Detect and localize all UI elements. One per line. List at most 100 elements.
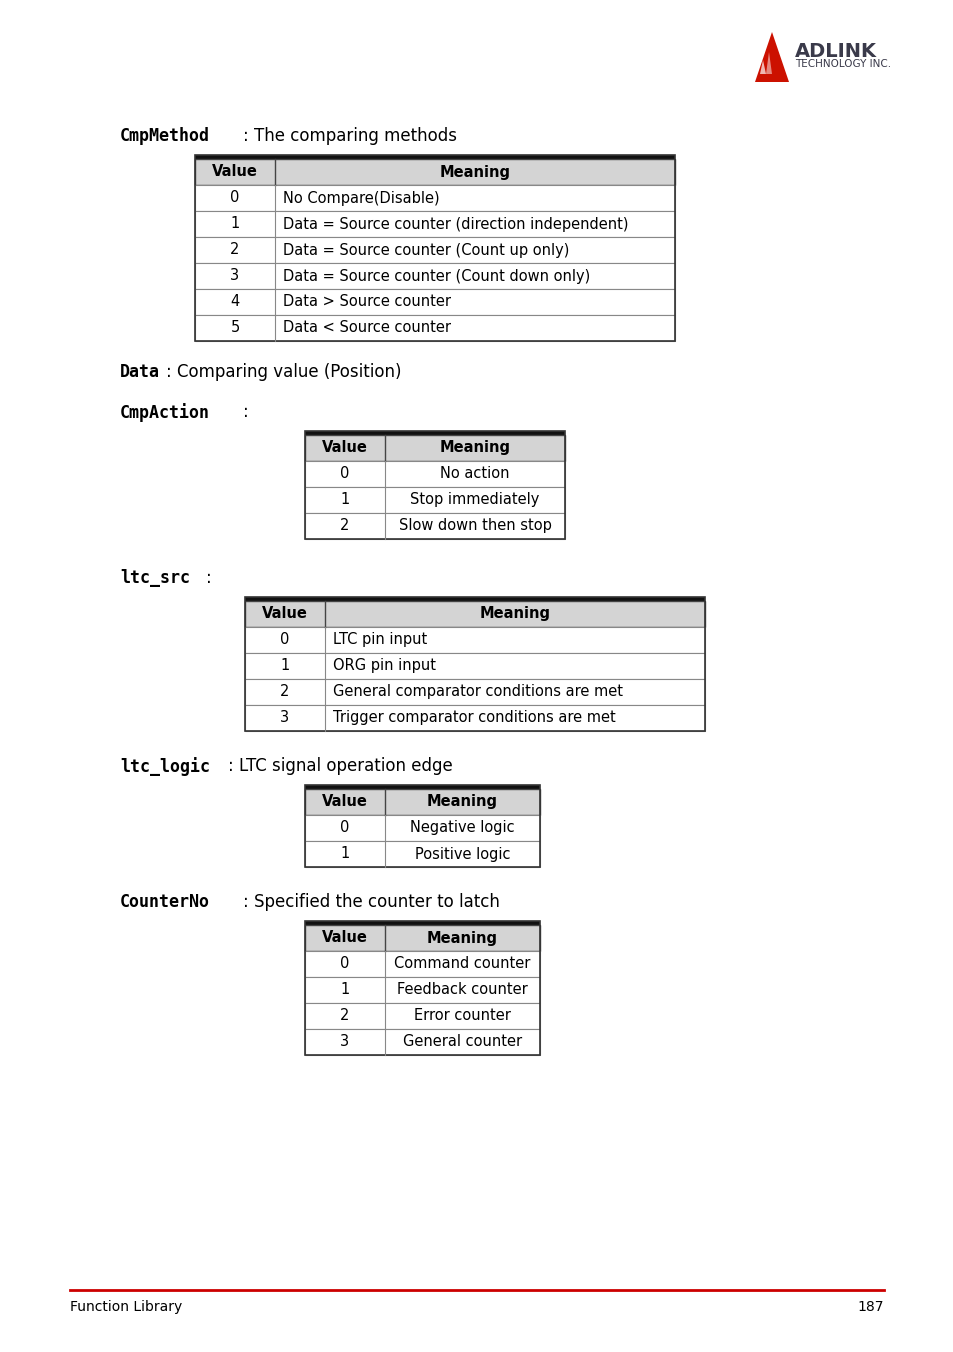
Text: CmpAction: CmpAction [120, 403, 210, 422]
Text: 187: 187 [857, 1301, 883, 1314]
Text: Value: Value [322, 795, 368, 810]
Bar [194, 264, 675, 289]
Text: Trigger comparator conditions are met: Trigger comparator conditions are met [333, 711, 615, 726]
Bar [305, 921, 539, 925]
Bar [305, 431, 564, 539]
Bar [305, 512, 564, 539]
Text: 3: 3 [280, 711, 290, 726]
Text: TECHNOLOGY INC.: TECHNOLOGY INC. [794, 59, 890, 69]
Text: CmpMethod: CmpMethod [120, 127, 210, 145]
Text: Meaning: Meaning [427, 930, 497, 945]
Text: Meaning: Meaning [439, 441, 510, 456]
Text: :: : [243, 403, 249, 420]
Bar [305, 487, 564, 512]
Text: Error counter: Error counter [414, 1009, 511, 1023]
Text: Data = Source counter (Count up only): Data = Source counter (Count up only) [283, 242, 569, 257]
Bar [194, 289, 675, 315]
Bar [245, 679, 704, 704]
Bar [305, 461, 564, 487]
Bar [245, 653, 704, 679]
Text: Value: Value [322, 441, 368, 456]
Bar [194, 160, 675, 185]
Text: No Compare(Disable): No Compare(Disable) [283, 191, 439, 206]
Bar [194, 211, 675, 237]
Text: Stop immediately: Stop immediately [410, 492, 539, 507]
Text: General comparator conditions are met: General comparator conditions are met [333, 684, 622, 699]
Text: 0: 0 [280, 633, 290, 648]
Bar [305, 512, 564, 539]
Bar [245, 679, 704, 704]
Text: : Specified the counter to latch: : Specified the counter to latch [243, 894, 499, 911]
Text: Command counter: Command counter [394, 956, 530, 972]
Text: Meaning: Meaning [427, 795, 497, 810]
Text: ORG pin input: ORG pin input [333, 658, 436, 673]
Text: 1: 1 [340, 983, 349, 998]
Text: : LTC signal operation edge: : LTC signal operation edge [228, 757, 453, 775]
Bar [245, 602, 704, 627]
Text: 2: 2 [340, 519, 350, 534]
Text: Slow down then stop: Slow down then stop [398, 519, 551, 534]
Text: 2: 2 [340, 1009, 350, 1023]
Bar [194, 185, 675, 211]
Text: ltc_logic: ltc_logic [120, 757, 210, 776]
Bar [305, 950, 539, 977]
Text: Value: Value [322, 930, 368, 945]
Bar [305, 1003, 539, 1029]
Polygon shape [765, 51, 771, 74]
Text: Data = Source counter (direction independent): Data = Source counter (direction indepen… [283, 216, 628, 231]
Text: 1: 1 [340, 846, 349, 861]
Text: 1: 1 [230, 216, 239, 231]
Text: Value: Value [262, 607, 308, 622]
Bar [245, 704, 704, 731]
Text: 0: 0 [340, 821, 350, 836]
Text: 5: 5 [230, 320, 239, 335]
Text: 0: 0 [340, 956, 350, 972]
Polygon shape [754, 32, 788, 82]
Bar [245, 704, 704, 731]
Text: Meaning: Meaning [479, 607, 550, 622]
Bar [245, 653, 704, 679]
Text: No action: No action [439, 466, 509, 481]
Bar [305, 925, 539, 950]
Bar [305, 921, 539, 1055]
Text: 1: 1 [280, 658, 290, 673]
Text: 2: 2 [280, 684, 290, 699]
Bar [305, 435, 564, 461]
Bar [305, 815, 539, 841]
Text: Positive logic: Positive logic [415, 846, 510, 861]
Bar [305, 790, 539, 815]
Bar [305, 977, 539, 1003]
Bar [305, 841, 539, 867]
Bar [194, 315, 675, 341]
Text: Meaning: Meaning [439, 165, 510, 180]
Polygon shape [760, 59, 765, 74]
Text: 1: 1 [340, 492, 349, 507]
Text: 3: 3 [340, 1034, 349, 1049]
Bar [305, 925, 539, 950]
Bar [305, 435, 564, 461]
Text: Data: Data [120, 362, 160, 381]
Bar [305, 790, 539, 815]
Text: LTC pin input: LTC pin input [333, 633, 427, 648]
Bar [245, 598, 704, 602]
Text: 0: 0 [340, 466, 350, 481]
Bar [194, 185, 675, 211]
Bar [305, 977, 539, 1003]
Text: : Comparing value (Position): : Comparing value (Position) [166, 362, 401, 381]
Text: Function Library: Function Library [70, 1301, 182, 1314]
Bar [194, 264, 675, 289]
Text: 0: 0 [230, 191, 239, 206]
Text: : The comparing methods: : The comparing methods [243, 127, 456, 145]
Text: Value: Value [212, 165, 257, 180]
Bar [305, 431, 564, 435]
Text: Data = Source counter (Count down only): Data = Source counter (Count down only) [283, 269, 590, 284]
Bar [194, 160, 675, 185]
Bar [194, 237, 675, 264]
Bar [305, 461, 564, 487]
Text: Data < Source counter: Data < Source counter [283, 320, 451, 335]
Text: 3: 3 [231, 269, 239, 284]
Bar [194, 289, 675, 315]
Bar [305, 950, 539, 977]
Bar [194, 155, 675, 341]
Bar [245, 602, 704, 627]
